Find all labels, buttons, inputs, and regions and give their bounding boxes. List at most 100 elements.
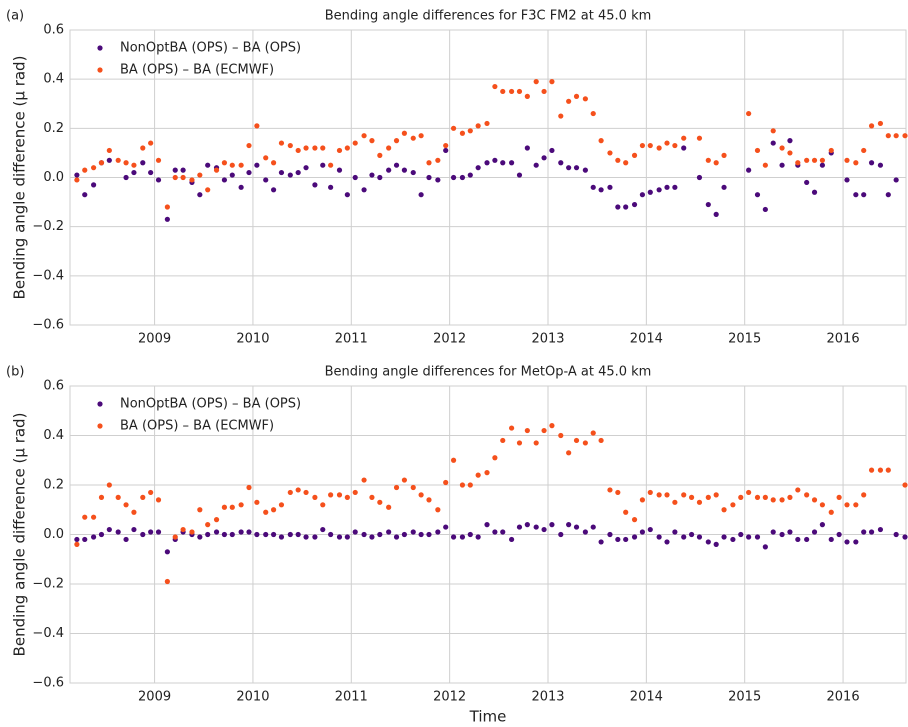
point: [647, 526, 653, 533]
point: [361, 531, 367, 538]
point: [647, 189, 653, 195]
point: [598, 437, 604, 444]
point: [106, 147, 112, 154]
point: [303, 534, 309, 540]
point: [533, 440, 539, 446]
point: [484, 120, 490, 127]
point: [868, 123, 875, 129]
point: [450, 174, 457, 181]
point: [795, 160, 801, 166]
point: [573, 437, 580, 444]
point: [754, 192, 761, 198]
point: [393, 162, 400, 168]
point: [197, 192, 203, 198]
point: [639, 529, 646, 535]
point: [180, 167, 186, 173]
point: [779, 497, 785, 503]
point: [238, 162, 244, 168]
point: [681, 145, 687, 151]
point: [607, 487, 613, 493]
y-tick-label: −0.6: [32, 318, 64, 333]
point: [221, 531, 228, 538]
point: [435, 529, 441, 535]
point: [804, 179, 810, 186]
x-tick-label: 2011: [335, 690, 368, 705]
point: [509, 536, 515, 543]
legend-marker: [97, 45, 103, 51]
point: [74, 536, 80, 543]
point: [762, 544, 768, 550]
point: [164, 216, 170, 222]
point: [721, 184, 727, 190]
y-tick-label: 0.0: [43, 527, 64, 542]
point: [713, 160, 719, 166]
point: [450, 125, 457, 131]
point: [361, 187, 367, 193]
point: [811, 189, 818, 195]
x-tick-label: 2014: [630, 332, 663, 347]
point: [254, 123, 260, 129]
point: [819, 502, 826, 508]
point: [123, 160, 129, 166]
point: [148, 529, 154, 535]
x-tick-label: 2014: [630, 690, 663, 705]
point: [254, 531, 260, 538]
point: [238, 502, 244, 508]
point: [74, 541, 80, 548]
y-tick-label: 0.6: [43, 379, 64, 394]
point: [598, 539, 604, 545]
point: [492, 83, 498, 90]
point: [893, 133, 899, 139]
point: [656, 534, 662, 540]
point: [787, 494, 793, 500]
point: [148, 140, 154, 146]
point: [566, 522, 572, 528]
point: [401, 167, 407, 173]
point: [148, 489, 154, 496]
point: [721, 507, 727, 513]
point: [189, 177, 195, 183]
point: [902, 534, 908, 540]
point: [804, 492, 810, 498]
point: [426, 531, 432, 538]
point: [459, 534, 466, 540]
point: [115, 494, 121, 500]
point: [516, 524, 523, 530]
point: [115, 157, 121, 163]
point: [82, 536, 88, 543]
point: [861, 529, 867, 535]
point: [140, 494, 146, 500]
point: [656, 492, 662, 498]
point: [607, 184, 613, 190]
point: [369, 138, 375, 144]
point: [344, 145, 350, 151]
point: [623, 509, 629, 515]
x-tick-label: 2016: [827, 690, 860, 705]
point: [877, 120, 884, 127]
point: [639, 142, 646, 149]
point: [205, 187, 211, 193]
point: [779, 531, 785, 538]
point: [443, 147, 449, 154]
point: [229, 531, 235, 538]
point: [754, 494, 761, 500]
point: [295, 147, 301, 154]
point: [844, 539, 850, 545]
point: [295, 531, 301, 538]
point: [500, 88, 506, 95]
point: [140, 160, 146, 166]
point: [819, 162, 826, 168]
point: [123, 174, 129, 181]
point: [91, 534, 97, 540]
point: [721, 534, 727, 540]
point: [91, 165, 97, 171]
point: [516, 172, 523, 178]
point: [713, 541, 719, 548]
point: [484, 160, 490, 166]
point: [566, 165, 572, 171]
point: [746, 167, 752, 173]
point: [312, 494, 318, 500]
point: [681, 534, 687, 540]
point: [475, 123, 481, 129]
point: [263, 155, 269, 161]
